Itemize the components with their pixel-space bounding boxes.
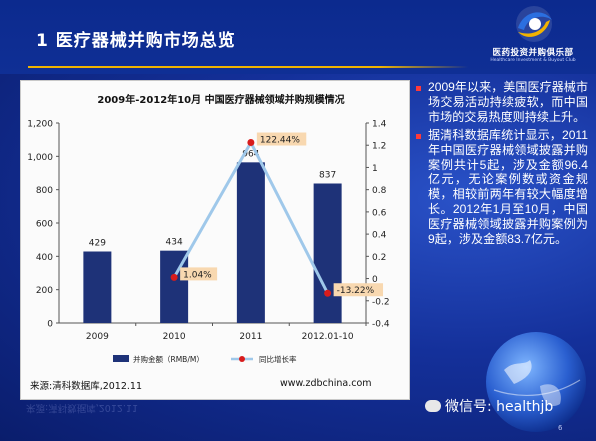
- bullet-item: 据清科数据库统计显示，2011年中国医疗器械领域披露并购案例共计5起，涉及金额9…: [416, 128, 588, 247]
- y-right-tick-label: 1.4: [372, 120, 387, 130]
- y-left-tick-label: 1,200: [27, 120, 53, 130]
- y-left-tick-label: 0: [47, 320, 53, 330]
- y-right-tick-label: -0.2: [372, 297, 390, 307]
- y-left-tick-label: 1,000: [27, 153, 53, 163]
- y-right-tick-label: 0.8: [372, 186, 387, 196]
- x-tick-label: 2009: [86, 332, 109, 342]
- growth-point: [247, 139, 255, 147]
- logo-subtext: Healthcare Investment & Buyout Club: [490, 58, 576, 63]
- legend-line-label: 同比增长率: [259, 354, 297, 364]
- growth-point: [324, 289, 332, 297]
- growth-label-bg: [256, 132, 307, 146]
- y-left-tick-label: 800: [36, 186, 53, 196]
- slide-title: 1 医疗器械并购市场总览: [36, 31, 236, 51]
- wechat-icon: [425, 400, 441, 412]
- y-right-tick-label: 1.2: [372, 142, 386, 152]
- growth-label: 122.44%: [260, 136, 300, 146]
- y-right-tick-label: 0.4: [372, 231, 387, 241]
- y-left-tick-label: 200: [36, 286, 53, 296]
- y-right-tick-label: 0.6: [372, 208, 387, 218]
- x-tick-label: 2011: [239, 332, 262, 342]
- y-right-tick-label: 0: [372, 275, 378, 285]
- bars: 429 434 964 837: [83, 149, 342, 323]
- growth-point: [170, 273, 178, 281]
- bar-value-label: 429: [89, 239, 106, 249]
- globe-icon: [486, 332, 586, 432]
- growth-line: 1.04% 122.44% -13.22%: [170, 132, 384, 297]
- wechat-id: 微信号: healthjb: [425, 396, 553, 416]
- header-band: [0, 0, 596, 74]
- club-logo-icon: [516, 6, 552, 42]
- bullet-list: 2009年以来，美国医疗器械市场交易活动持续疲软，而中国市场的交易热度则持续上升…: [416, 80, 588, 250]
- y-right-tick-label: -0.4: [372, 320, 390, 330]
- bar-value-label: 434: [166, 238, 183, 248]
- bullet-square-icon: [416, 133, 421, 139]
- bullet-square-icon: [416, 86, 421, 91]
- source-text: 来源:清科数据库,2012.11: [30, 381, 143, 392]
- reflection-text: 来源:清科数据库,2012.11: [26, 402, 139, 413]
- source-bar: 来源:清科数据库,2012.11 www.zdbchina.com: [22, 374, 406, 396]
- legend-bar-swatch: [113, 355, 129, 362]
- wechat-label: 微信号: healthjb: [445, 399, 554, 415]
- bar-value-label: 964: [242, 149, 259, 159]
- bullet-text: 2009年以来，美国医疗器械市场交易活动持续疲软，而中国市场的交易热度则持续上升…: [428, 80, 588, 124]
- source-reflection: 来源:清科数据库,2012.11: [20, 400, 408, 441]
- growth-label: -13.22%: [337, 286, 375, 296]
- growth-label-bg: [180, 267, 218, 281]
- source-url: www.zdbchina.com: [280, 378, 372, 389]
- y-right-tick-label: 0.2: [372, 253, 386, 263]
- bar: [83, 251, 112, 323]
- chart-title: 2009年-2012年10月 中国医疗器械领域并购规模情况: [97, 93, 344, 106]
- growth-label-bg: [333, 283, 384, 297]
- bar: [236, 162, 265, 323]
- bar: [313, 183, 342, 323]
- logo-text: 医药投资并购俱乐部: [492, 48, 574, 58]
- x-tick-label: 2012.01-10: [302, 332, 354, 342]
- legend-bar-label: 并购金额（RMB/M）: [133, 354, 204, 364]
- chart: 2009年-2012年10月 中国医疗器械领域并购规模情况 0 200 400 600…: [27, 93, 390, 364]
- legend-line-marker: [239, 356, 245, 362]
- chart-card: 2009年-2012年10月 中国医疗器械领域并购规模情况 0 200 400 600…: [20, 80, 410, 400]
- growth-label: 1.04%: [183, 270, 212, 280]
- axes: 0 200 400 600 800 1,000 1,200 -0.4 -0.2 0 0.2 0.4 0.…: [27, 120, 390, 343]
- y-left-tick-label: 400: [36, 253, 53, 263]
- bar-value-label: 837: [319, 171, 336, 181]
- page-number: 6: [558, 424, 563, 432]
- legend: 并购金额（RMB/M） 同比增长率: [113, 354, 297, 364]
- bullet-text: 据清科数据库统计显示，2011年中国医疗器械领域披露并购案例共计5起，涉及金额9…: [428, 127, 588, 247]
- title-underline: [28, 66, 468, 68]
- y-right-tick-label: 1: [372, 164, 378, 174]
- x-tick-label: 2010: [163, 332, 186, 342]
- y-left-tick-label: 600: [36, 220, 53, 230]
- bullet-item: 2009年以来，美国医疗器械市场交易活动持续疲软，而中国市场的交易热度则持续上升…: [416, 80, 588, 125]
